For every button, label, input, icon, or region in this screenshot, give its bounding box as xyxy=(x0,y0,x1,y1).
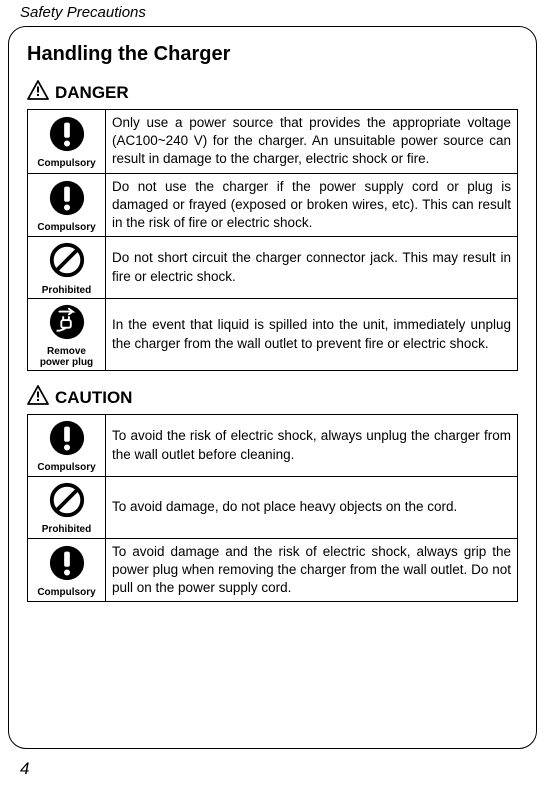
caution-table: Compulsory To avoid the risk of electric… xyxy=(27,414,518,602)
danger-text: Do not use the charger if the power supp… xyxy=(106,173,518,237)
prohibited-icon xyxy=(48,481,86,524)
icon-caption: Compulsory xyxy=(37,159,95,170)
page-number: 4 xyxy=(20,759,29,779)
table-row: Remove power plug In the event that liqu… xyxy=(28,299,518,371)
icon-caption: Compulsory xyxy=(37,223,95,234)
table-row: Compulsory To avoid damage and the risk … xyxy=(28,538,518,602)
danger-table: Compulsory Only use a power source that … xyxy=(27,109,518,371)
table-row: Compulsory Only use a power source that … xyxy=(28,110,518,174)
prohibited-icon xyxy=(48,241,86,284)
table-row: Prohibited To avoid damage, do not place… xyxy=(28,476,518,538)
page-header: Safety Precautions xyxy=(0,0,545,25)
icon-cell: Prohibited xyxy=(28,237,106,299)
danger-label: DANGER xyxy=(55,83,129,103)
compulsory-icon xyxy=(48,179,86,222)
content-frame: Handling the Charger DANGER xyxy=(8,26,537,749)
icon-caption: Compulsory xyxy=(37,588,95,599)
icon-caption: Remove power plug xyxy=(40,347,93,368)
table-row: Compulsory Do not use the charger if the… xyxy=(28,173,518,237)
compulsory-icon xyxy=(48,544,86,587)
table-row: Compulsory To avoid the risk of electric… xyxy=(28,415,518,477)
unplug-icon xyxy=(48,303,86,346)
caution-text: To avoid the risk of electric shock, alw… xyxy=(106,415,518,477)
table-row: Prohibited Do not short circuit the char… xyxy=(28,237,518,299)
icon-caption: Prohibited xyxy=(42,525,91,536)
compulsory-icon xyxy=(48,419,86,462)
icon-caption: Prohibited xyxy=(42,286,91,297)
caution-label: CAUTION xyxy=(55,388,132,408)
danger-text: Only use a power source that provides th… xyxy=(106,110,518,174)
icon-cell: Compulsory xyxy=(28,173,106,237)
icon-cell: Compulsory xyxy=(28,538,106,602)
caution-text: To avoid damage and the risk of electric… xyxy=(106,538,518,602)
icon-cell: Compulsory xyxy=(28,415,106,477)
danger-text: In the event that liquid is spilled into… xyxy=(106,299,518,371)
compulsory-icon xyxy=(48,115,86,158)
warning-triangle-icon xyxy=(27,80,49,105)
icon-cell: Remove power plug xyxy=(28,299,106,371)
caution-text: To avoid damage, do not place heavy obje… xyxy=(106,476,518,538)
icon-cell: Prohibited xyxy=(28,476,106,538)
section-title: Handling the Charger xyxy=(27,43,518,66)
caution-heading: CAUTION xyxy=(27,385,518,410)
icon-cell: Compulsory xyxy=(28,110,106,174)
danger-text: Do not short circuit the charger connect… xyxy=(106,237,518,299)
warning-triangle-icon xyxy=(27,385,49,410)
danger-heading: DANGER xyxy=(27,80,518,105)
icon-caption: Compulsory xyxy=(37,463,95,474)
